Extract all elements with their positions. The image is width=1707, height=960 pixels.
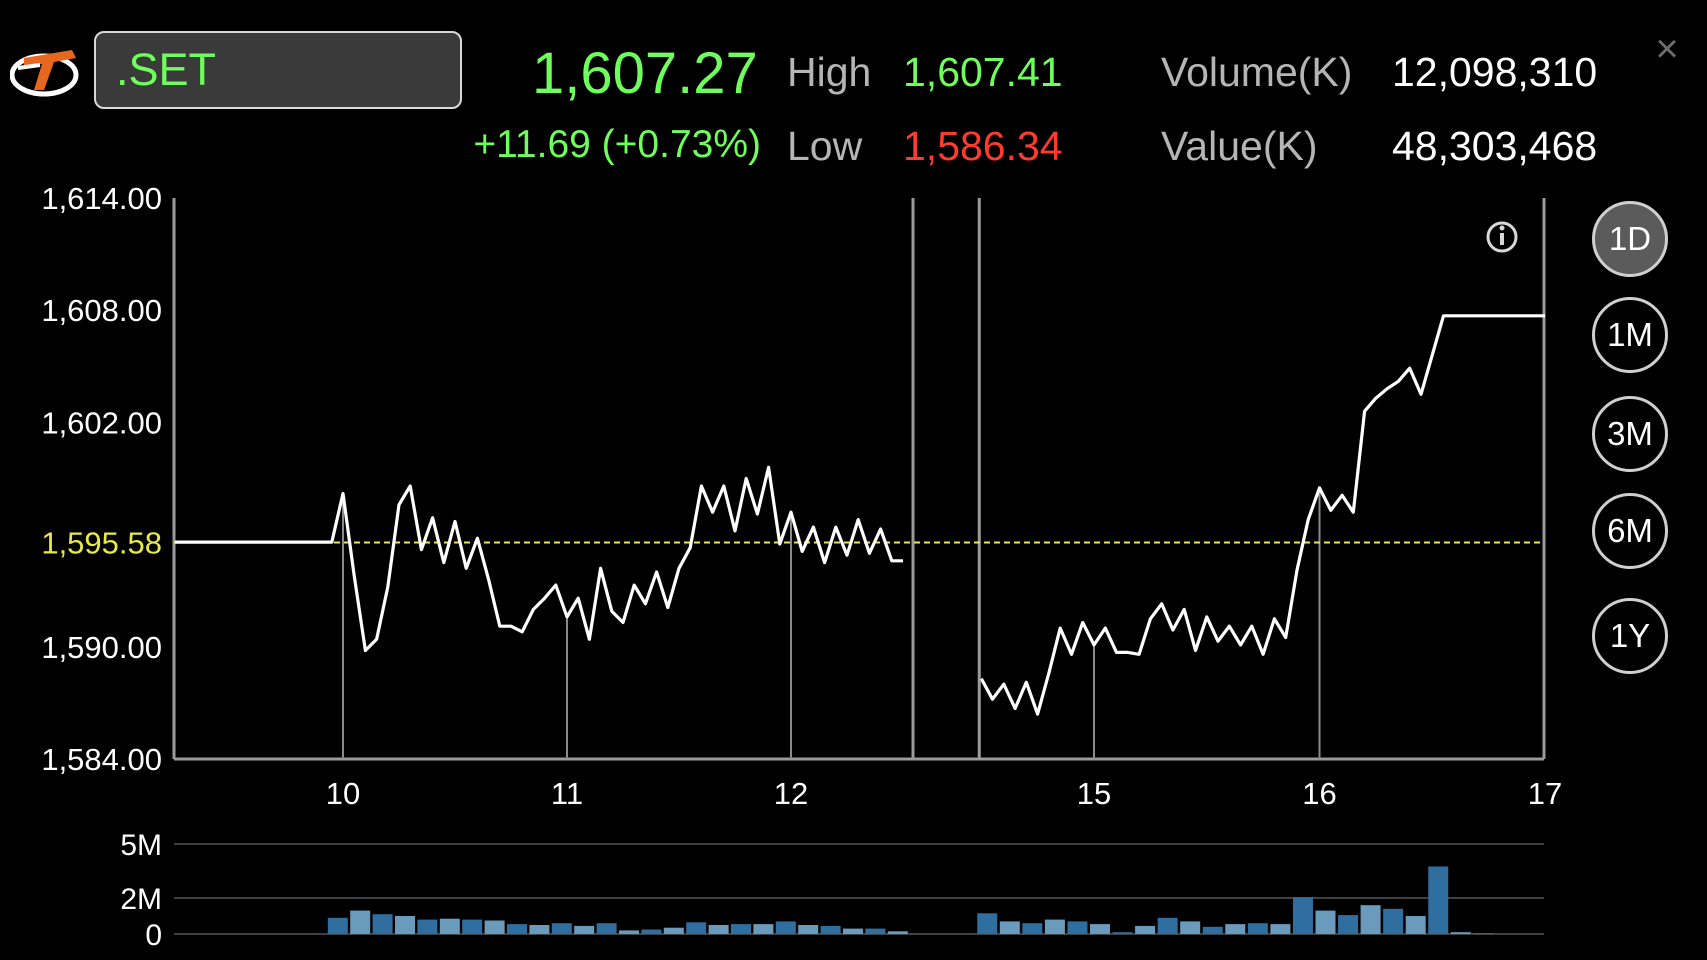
volume-tick-label: 2M [120, 883, 162, 916]
volume-label: Volume(K) [1161, 49, 1353, 95]
y-tick-label: 1,584.00 [41, 742, 162, 777]
period-label: 6M [1607, 512, 1653, 549]
high-label: High [787, 49, 872, 95]
price-change: +11.69 (+0.73%) [473, 123, 761, 166]
info-icon[interactable] [1486, 221, 1518, 253]
volume-bar [641, 929, 662, 934]
volume-bar [372, 914, 393, 934]
volume-bar [1428, 866, 1449, 934]
volume-bar [1225, 924, 1246, 934]
volume-bar [865, 928, 886, 934]
x-tick-label: 10 [326, 776, 360, 811]
volume-bar [708, 925, 729, 934]
volume-bar [1405, 916, 1426, 934]
symbol-field[interactable]: .SET [94, 31, 462, 109]
x-tick-label: 11 [551, 776, 583, 811]
period-label: 3M [1607, 415, 1653, 452]
period-label: 1Y [1609, 617, 1651, 654]
low-label: Low [787, 123, 863, 169]
y-tick-label: 1,590.00 [41, 630, 162, 665]
volume-bar [1067, 921, 1088, 934]
y-tick-label: 1,602.00 [41, 405, 162, 440]
volume-bar [529, 925, 550, 934]
x-tick-label: 15 [1077, 776, 1111, 811]
volume-bar [1090, 924, 1110, 934]
symbol-text: .SET [116, 44, 217, 95]
period-6m-button[interactable]: 6M [1592, 493, 1668, 569]
period-1d-button[interactable]: 1D [1592, 201, 1668, 277]
period-1y-button[interactable]: 1Y [1592, 598, 1668, 674]
volume-bar [596, 923, 617, 934]
volume-bar [484, 920, 505, 934]
volume-bar [507, 924, 527, 934]
low-value: 1,586.34 [903, 123, 1063, 169]
y-tick-label: 1,614.00 [41, 181, 162, 216]
last-price: 1,607.27 [532, 41, 758, 106]
volume-bar [1473, 933, 1494, 935]
price-lines [175, 314, 1545, 716]
y-tick-label: 1,608.00 [41, 293, 162, 328]
volume-bar [417, 919, 438, 934]
volume-bar [551, 923, 572, 934]
volume-bar [843, 928, 863, 934]
volume-bar [1135, 925, 1156, 934]
volume-bar [663, 927, 684, 934]
volume-bar [462, 919, 483, 934]
volume-bar [1180, 921, 1201, 934]
volume-bar [1450, 932, 1471, 934]
volume-bar [350, 910, 371, 934]
volume-bar [820, 925, 841, 934]
period-3m-button[interactable]: 3M [1592, 396, 1668, 472]
volume-bars [327, 866, 1494, 935]
value-label: Value(K) [1161, 123, 1318, 169]
volume-bar [1292, 897, 1313, 934]
volume-bar [775, 921, 796, 934]
high-value: 1,607.41 [903, 49, 1063, 95]
volume-bar [999, 921, 1020, 934]
volume-bar [1360, 905, 1381, 934]
volume-bar [1338, 915, 1359, 934]
volume-tick-label: 0 [145, 919, 162, 952]
x-tick-label: 12 [774, 776, 808, 811]
volume-bar [1157, 917, 1178, 934]
brand-logo [10, 50, 79, 97]
chart-axes [172, 198, 1546, 761]
period-label: 1M [1607, 316, 1653, 353]
volume-bar [1022, 923, 1043, 934]
x-tick-label: 17 [1528, 776, 1562, 811]
volume-bar [1315, 910, 1336, 934]
volume-bar [686, 922, 707, 934]
price-line-afternoon [979, 314, 1545, 716]
prev-close-label: 1,595.58 [41, 525, 162, 560]
chart-gridlines [174, 487, 1544, 935]
volume-bar [753, 924, 774, 934]
volume-bar [395, 916, 415, 934]
volume-bar [1112, 932, 1133, 934]
volume-bar [1270, 924, 1291, 934]
volume-value: 12,098,310 [1392, 49, 1598, 95]
volume-bar [1383, 908, 1404, 934]
volume-bar [1202, 926, 1223, 934]
value-value: 48,303,468 [1392, 123, 1598, 169]
volume-bar [977, 913, 998, 934]
volume-bar [619, 930, 639, 934]
volume-bar [798, 925, 819, 934]
price-line-morning [175, 465, 903, 653]
volume-tick-label: 5M [120, 829, 162, 862]
close-icon[interactable]: × [1655, 27, 1679, 71]
volume-bar [887, 931, 908, 934]
x-tick-label: 16 [1302, 776, 1336, 811]
period-label: 1D [1608, 220, 1652, 257]
volume-bar [574, 925, 595, 934]
volume-bar [327, 917, 348, 934]
volume-bar [731, 924, 751, 934]
axis-labels: 1,614.00 1,608.00 1,602.00 1,590.00 1,584.00… [41, 181, 1562, 952]
volume-bar [439, 918, 460, 934]
volume-bar [1044, 919, 1065, 934]
volume-bar [1247, 923, 1268, 934]
period-1m-button[interactable]: 1M [1592, 297, 1668, 373]
